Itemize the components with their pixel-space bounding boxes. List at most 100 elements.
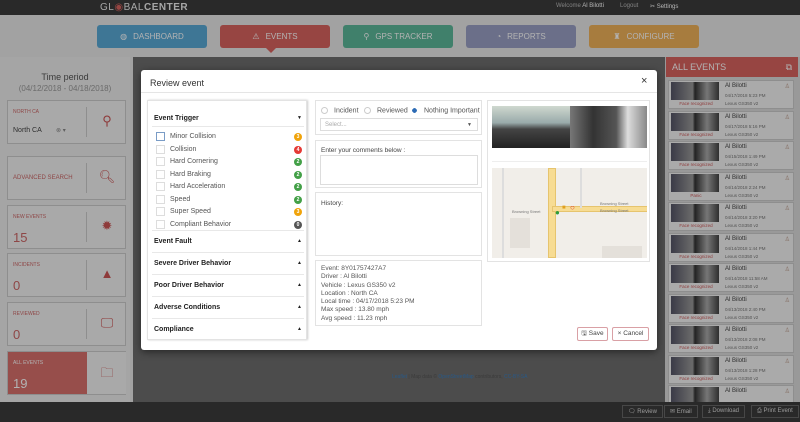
settings-link[interactable]: ✂ Settings [650, 4, 679, 10]
section-header[interactable]: Compliance ▲ [154, 326, 302, 333]
logout-link[interactable]: Logout [620, 3, 639, 9]
start-marker-icon[interactable]: ● [555, 208, 560, 217]
section-header[interactable]: Event Fault ▲ [154, 238, 302, 245]
new-events-card[interactable]: NEW EVENTS 15 ✹ [7, 205, 126, 249]
close-icon[interactable]: × [641, 75, 648, 87]
review-button[interactable]: 🗨 Review [622, 405, 663, 418]
driver-icon: ♙ [784, 328, 790, 334]
event-date: 04/13/2018 1:28 PM [725, 367, 766, 373]
checkbox[interactable] [156, 144, 165, 154]
driver-name: Al Bilotti [725, 144, 747, 150]
section-header[interactable]: Adverse Conditions ▲ [154, 304, 302, 311]
nav-reports[interactable]: ◔ REPORTS [466, 25, 576, 48]
driver-icon: ♙ [784, 175, 790, 182]
trigger-item[interactable]: Hard Braking 2 [156, 169, 302, 181]
cabin-camera-image[interactable] [570, 106, 647, 148]
chevron-up-icon: ▲ [297, 260, 302, 266]
event-tag: Face recognized [679, 375, 713, 381]
location-pin-icon[interactable]: ⚲ [102, 113, 112, 128]
reviewed-card[interactable]: REVIEWED 0 🖵︎ [7, 302, 126, 346]
event-tag: Face recognized [679, 162, 713, 167]
trigger-item[interactable]: Super Speed 3 [156, 207, 302, 218]
driver-name: Al Bilotti [725, 113, 747, 120]
nav-label: EVENTS [265, 32, 298, 41]
event-list-item[interactable]: Face recognized Al Bilotti 04/13/2018 2:40… [668, 293, 794, 323]
status-radio[interactable]: Reviewed [364, 107, 408, 114]
count-badge: 2 [294, 170, 302, 179]
trigger-item[interactable]: Speed 2 [156, 194, 302, 206]
event-thumbnail [671, 356, 719, 375]
status-radio[interactable]: Nothing Important [411, 107, 480, 114]
event-map[interactable]: Browning Street Browning Street Browning… [492, 168, 647, 258]
chevron-up-icon: ▲ [297, 304, 302, 310]
event-thumbnail [671, 112, 719, 131]
comments-textarea[interactable] [320, 155, 478, 185]
section-header[interactable]: Severe Driver Behavior ▲ [154, 260, 302, 267]
incidents-label: INCIDENTS [13, 262, 40, 268]
trigger-item[interactable]: Collision 4 [156, 144, 302, 156]
trigger-item[interactable]: Hard Cornering 2 [156, 157, 302, 168]
all-events-card[interactable]: ALL EVENTS 19 🗀︎ [7, 351, 126, 395]
save-button[interactable]: 🖫 Save [577, 327, 608, 341]
event-list-item[interactable]: Panic Al Bilotti 04/14/2018 2:24 PM Lexus G… [668, 171, 794, 201]
event-trigger-header[interactable]: Event Trigger ▼ [154, 115, 302, 122]
checkbox[interactable] [156, 194, 165, 204]
checkbox[interactable] [156, 219, 165, 229]
clear-icon[interactable]: ⊗ ▾ [56, 128, 66, 134]
nav-label: DASHBOARD [133, 32, 184, 41]
event-list-item[interactable]: Face recognized Al Bilotti 04/15/2018 1:49… [668, 141, 794, 170]
download-button[interactable]: ⤓ Download [702, 405, 746, 418]
checkbox[interactable] [156, 157, 165, 166]
email-button[interactable]: ✉ Email [664, 405, 698, 418]
event-list-item[interactable]: Face recognized Al Bilotti 04/13/2018 2:08… [668, 324, 794, 353]
modal-title: Review event [150, 78, 205, 88]
event-date: 04/14/2018 11:58 AM [725, 276, 768, 281]
search-icon[interactable]: 🔍︎ [98, 169, 116, 184]
region-card[interactable]: NORTH CA North CA ⊗ ▾ ⚲ [7, 100, 126, 144]
bottom-bar [0, 402, 800, 422]
nav-gps-tracker[interactable]: ⚲ GPS TRACKER [343, 25, 453, 48]
checkbox[interactable] [156, 132, 165, 141]
trigger-item[interactable]: Compliant Behavior 0 [156, 219, 302, 231]
warning-icon: ⚠ [252, 32, 260, 41]
street-label: Browning Street [600, 201, 629, 206]
event-list-item[interactable]: Face recognized Al Bilotti 04/13/2018 1:28… [668, 354, 794, 384]
history-label: History: [321, 200, 344, 207]
nav-events[interactable]: ⚠ EVENTS [220, 25, 330, 48]
event-list-item[interactable]: Face recognized Al Bilotti 04/17/2018 5:23… [668, 80, 794, 109]
section-header[interactable]: Poor Driver Behavior ▲ [154, 282, 302, 289]
event-list-item[interactable]: Face recognized Al Bilotti 04/17/2018 5:16… [668, 110, 794, 140]
trigger-item[interactable]: Minor Collision 3 [156, 132, 302, 143]
event-tag: Face recognized [679, 101, 713, 106]
event-thumbnail [671, 387, 719, 405]
advanced-search-card[interactable]: ADVANCED SEARCH 🔍︎ [7, 156, 126, 200]
vehicle-name: Lexus GS350 v2 [725, 284, 759, 289]
checkbox[interactable] [156, 207, 165, 216]
incidents-card[interactable]: INCIDENTS 0 ▲ [7, 253, 126, 297]
category-select[interactable]: Select... ▼ [320, 118, 478, 131]
event-list-item[interactable]: Face recognized Al Bilotti 04/14/2018 1:44… [668, 232, 794, 262]
event-list-item[interactable]: Face recognized Al Bilotti 04/14/2018 3:20… [668, 202, 794, 231]
trigger-item[interactable]: Hard Acceleration 2 [156, 182, 302, 193]
vehicle-name: Lexus GS350 v2 [725, 314, 759, 320]
status-radio[interactable]: Incident [321, 107, 359, 114]
region-select[interactable]: North CA [13, 127, 42, 134]
driver-icon: ♙ [784, 358, 790, 365]
cancel-button[interactable]: × Cancel [612, 327, 649, 341]
time-period-range[interactable]: (04/12/2018 - 04/18/2018) [18, 84, 112, 93]
road-camera-image[interactable] [492, 106, 570, 148]
nav-dashboard[interactable]: ◍ DASHBOARD [97, 25, 207, 48]
history-panel: History: [315, 192, 482, 256]
count-badge: 4 [294, 145, 302, 154]
print-event-button[interactable]: ⎙ Print Event [751, 405, 799, 418]
event-thumbnail [671, 265, 719, 283]
nav-configure[interactable]: ♜ CONFIGURE [589, 25, 699, 48]
event-marker-icon[interactable]: ■ [562, 205, 566, 211]
advanced-search-label: ADVANCED SEARCH [13, 175, 73, 181]
checkbox[interactable] [156, 169, 165, 179]
end-marker-icon[interactable]: ○ [570, 203, 575, 212]
event-list-item[interactable]: Face recognized Al Bilotti 04/14/2018 11:5… [668, 263, 794, 292]
event-tag: Face recognized [679, 284, 713, 289]
checkbox[interactable] [156, 182, 165, 191]
trigger-label: Minor Collision [170, 133, 216, 140]
